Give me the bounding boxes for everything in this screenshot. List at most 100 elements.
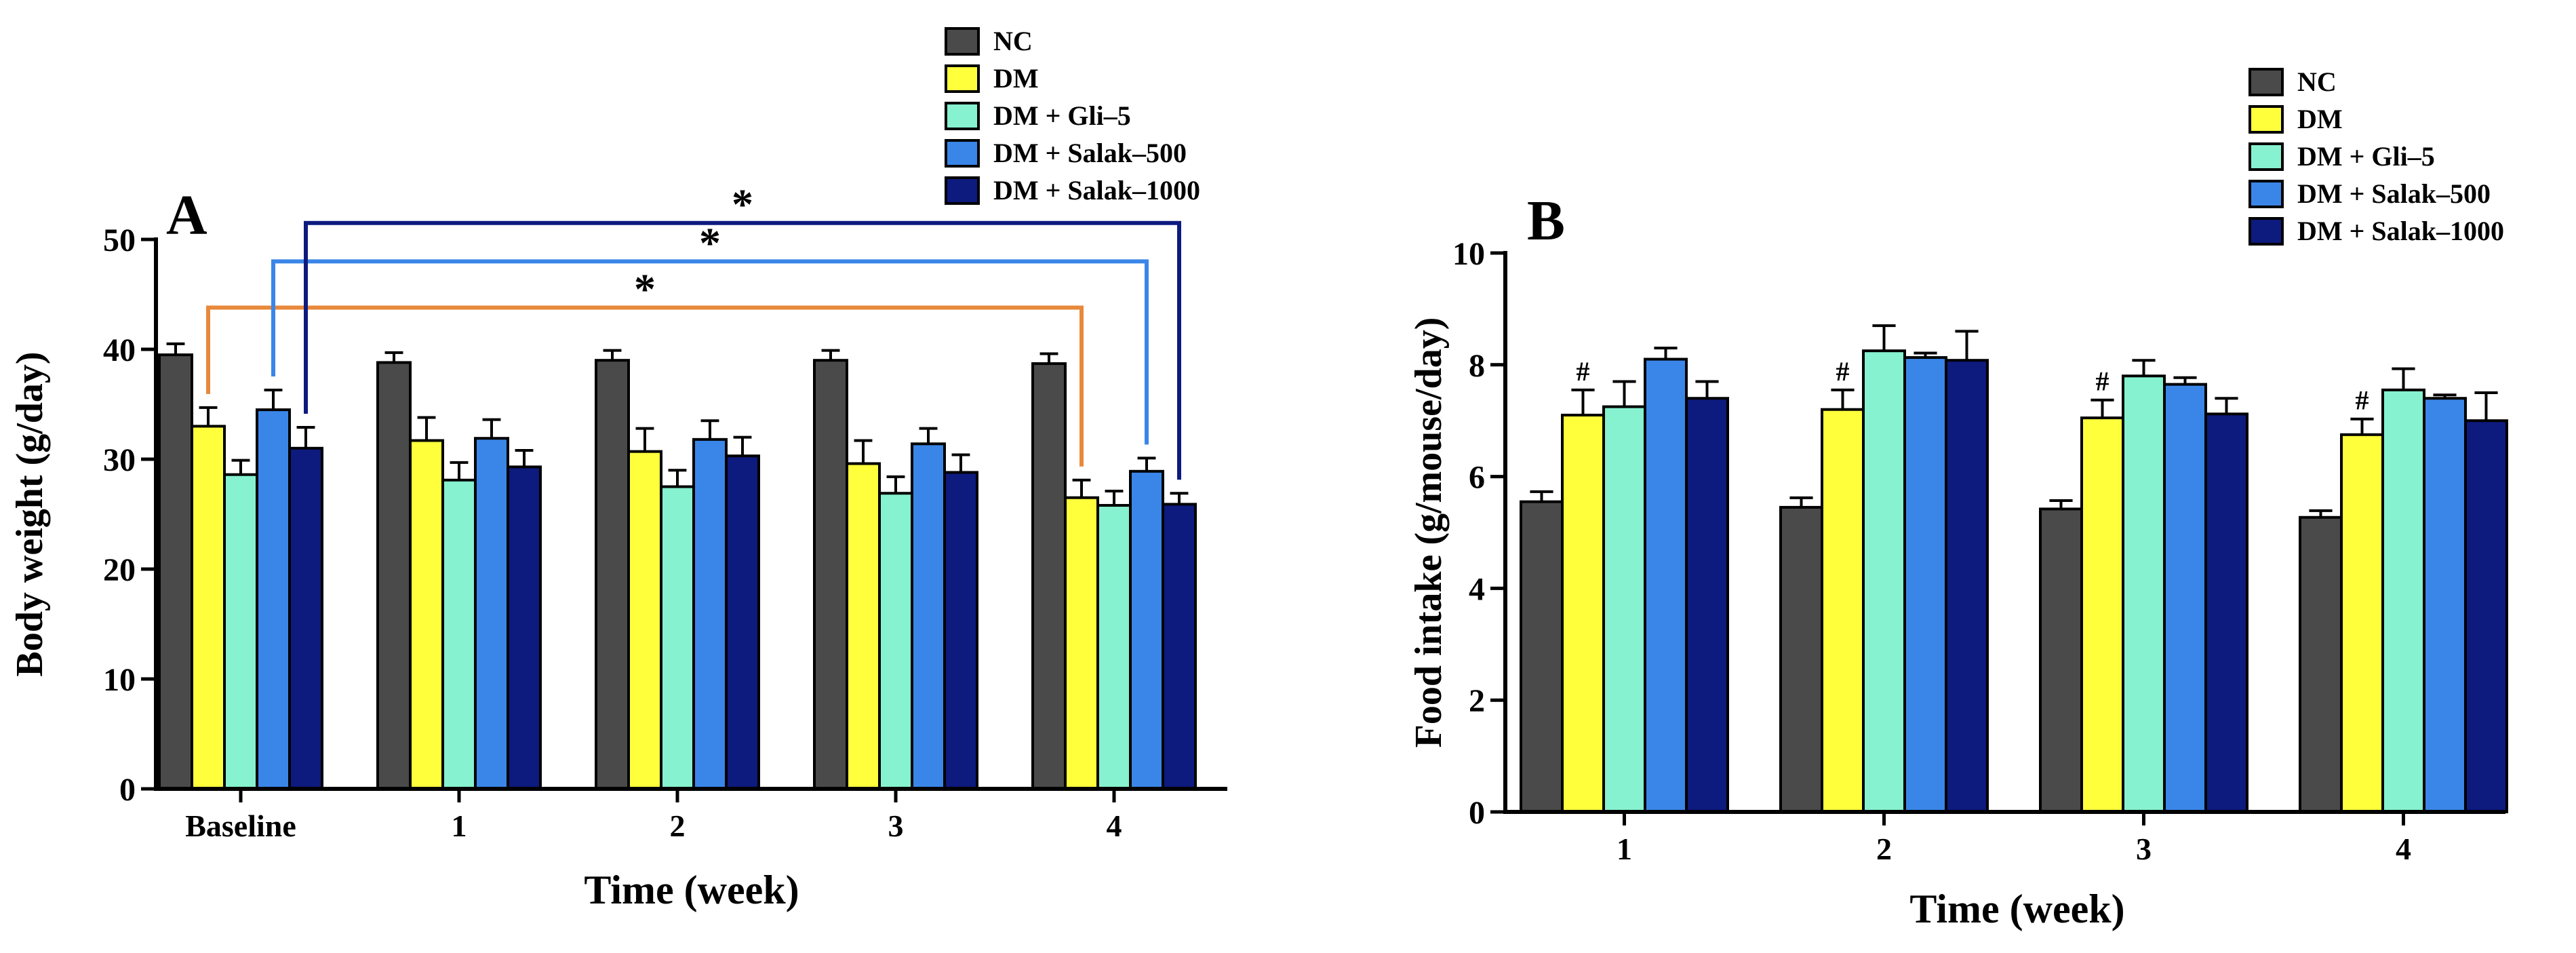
bar-3-group-2 (1862, 349, 1906, 813)
legend-swatch (2248, 180, 2284, 208)
bar-4-group-5 (1129, 469, 1164, 790)
y-tick-label: 10 (1452, 236, 1485, 272)
bar-2-group-2 (1821, 408, 1865, 813)
bar-5-group-2 (1945, 359, 1989, 813)
bar-3-group-4 (878, 492, 913, 790)
bar-3-group-4 (2381, 388, 2425, 813)
significance-star: * (732, 180, 753, 229)
bar-1-group-3 (595, 359, 630, 790)
bar-5-group-3 (725, 454, 760, 790)
bar-1-group-3 (2039, 507, 2083, 814)
bar-5-group-1 (288, 446, 323, 790)
y-tick-label: 6 (1469, 460, 1485, 496)
bar-2-group-2 (409, 439, 444, 790)
legend-swatch (945, 27, 980, 56)
x-tick-label: 1 (452, 809, 467, 843)
x-axis-title: Time (week) (1909, 887, 2124, 931)
y-tick-label: 0 (119, 772, 136, 808)
panel-label: A (166, 184, 207, 247)
bar-3-group-3 (2122, 374, 2166, 813)
y-tick-label: 40 (103, 332, 136, 368)
bar-1-group-4 (813, 359, 848, 790)
bar-4-group-1 (1644, 357, 1688, 813)
significance-bracket (206, 305, 1084, 467)
y-tick-label: 4 (1469, 571, 1485, 607)
legend-swatch (945, 139, 980, 168)
bar-2-group-4 (2340, 433, 2384, 813)
bar-2-group-5 (1064, 496, 1099, 790)
legend-swatch (2248, 217, 2284, 246)
legend-label: DM + Gli–5 (993, 100, 1131, 131)
significance-hash: # (1836, 356, 1850, 387)
bar-5-group-2 (507, 465, 542, 791)
significance-hash: # (2096, 366, 2109, 397)
panel-label: B (1527, 189, 1565, 252)
bar-4-group-3 (692, 437, 728, 790)
bar-2-group-3 (627, 450, 662, 790)
significance-hash: # (2356, 385, 2369, 416)
bar-1-group-2 (1779, 505, 1823, 813)
panel-a-body-weight-chart: 0 10 20 30 40 50 Baseline 1 2 3 4 Body weight (g/da… (9, 26, 1227, 912)
bar-2-group-1 (191, 425, 226, 790)
y-axis-title: Body weight (g/day) (9, 351, 51, 676)
bar-4-group-3 (2163, 383, 2207, 813)
legend-swatch (945, 64, 980, 93)
bar-5-group-5 (1162, 503, 1197, 790)
bar-5-group-3 (2204, 412, 2248, 813)
y-tick-label: 2 (1469, 683, 1485, 719)
legend-swatch (945, 102, 980, 130)
bar-1-group-4 (2299, 516, 2343, 813)
significance-bracket (271, 259, 1149, 445)
bar-3-group-1 (223, 473, 258, 790)
x-tick-label: 2 (1876, 832, 1892, 866)
legend-label: NC (993, 26, 1033, 56)
legend-label: DM + Salak–1000 (2297, 216, 2504, 246)
legend-label: DM + Salak–500 (993, 138, 1187, 168)
y-axis-title: Food intake (g/mouse/day) (1408, 317, 1450, 748)
bar-1-group-1 (1520, 500, 1564, 813)
bar-1-group-2 (376, 361, 412, 790)
x-tick-label: 1 (1617, 832, 1632, 866)
bar-4-group-2 (474, 437, 509, 790)
y-tick-label: 10 (103, 662, 136, 698)
y-tick-label: 50 (103, 222, 136, 258)
bar-5-group-1 (1685, 397, 1729, 813)
legend-swatch (2248, 142, 2284, 171)
bar-3-group-5 (1096, 504, 1132, 790)
bar-5-group-4 (2464, 419, 2508, 813)
bar-3-group-3 (660, 485, 695, 790)
legend-swatch (2248, 105, 2284, 134)
legend-label: DM + Salak–1000 (993, 175, 1200, 206)
bar-5-group-4 (943, 471, 978, 790)
x-tick-label: 4 (1107, 809, 1122, 843)
legend-swatch (2248, 68, 2284, 96)
bar-1-group-5 (1031, 362, 1067, 790)
bar-4-group-4 (911, 442, 946, 790)
x-tick-label: 3 (888, 809, 904, 843)
x-tick-label: 2 (670, 809, 686, 843)
bar-1-group-1 (158, 353, 193, 790)
bar-4-group-2 (1903, 356, 1947, 813)
legend-swatch (945, 176, 980, 205)
bar-4-group-1 (256, 408, 291, 790)
significance-star: * (634, 265, 656, 313)
y-tick-label: 30 (103, 442, 136, 478)
significance-bracket (304, 220, 1181, 480)
x-tick-label: Baseline (185, 809, 296, 843)
x-axis-title: Time (week) (584, 868, 799, 912)
bar-4-group-4 (2423, 397, 2467, 813)
bar-2-group-4 (846, 462, 881, 790)
legend-label: DM + Gli–5 (2297, 141, 2435, 172)
legend-label: NC (2297, 66, 2337, 97)
bar-3-group-2 (441, 478, 477, 791)
legend-label: DM (2297, 104, 2343, 134)
significance-star: * (699, 218, 721, 267)
x-tick-label: 3 (2136, 832, 2152, 866)
significance-hash: # (1577, 356, 1590, 387)
y-tick-label: 20 (103, 552, 136, 588)
legend-label: DM (993, 63, 1039, 94)
y-tick-label: 0 (1469, 795, 1485, 831)
bar-2-group-3 (2080, 416, 2124, 813)
y-tick-label: 8 (1469, 348, 1485, 384)
